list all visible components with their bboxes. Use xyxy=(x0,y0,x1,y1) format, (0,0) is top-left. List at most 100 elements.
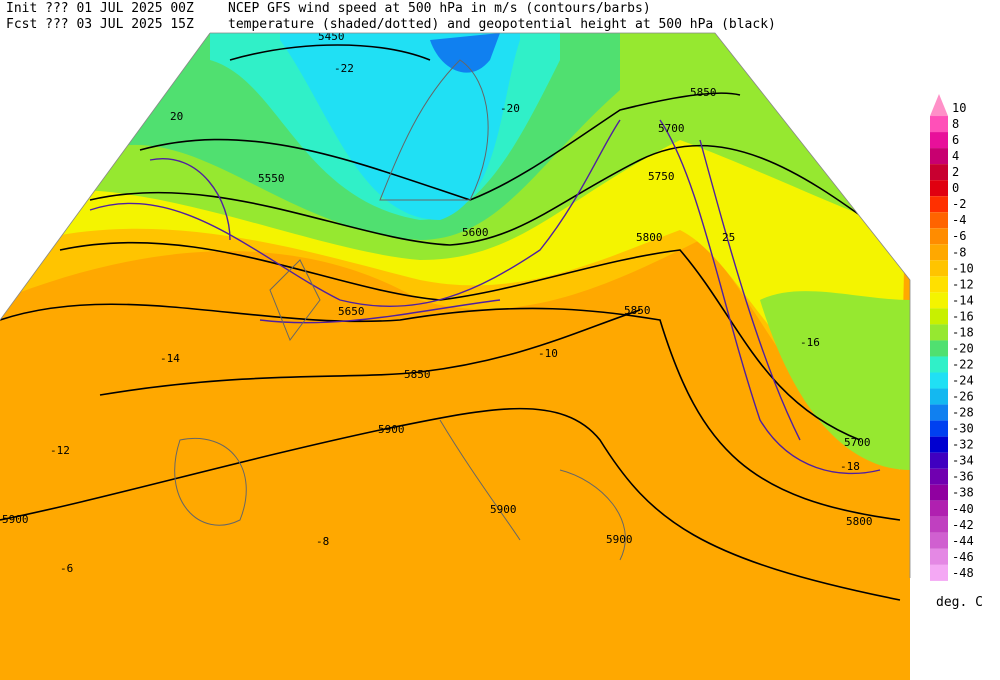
colorbar-label: -46 xyxy=(952,550,974,564)
map-label: 5700 xyxy=(658,122,685,135)
contour-labels: 5450 -22 5850 5700 5750 5800 5850 5900 5… xyxy=(2,30,873,575)
map-label: 5450 xyxy=(318,30,345,43)
coastlines xyxy=(174,59,626,561)
colorbar-label: -18 xyxy=(952,325,974,339)
map-label: 5850 xyxy=(404,368,431,381)
map-label: 5700 xyxy=(844,436,871,449)
colorbar-swatch xyxy=(930,372,948,389)
map-label: -10 xyxy=(538,347,558,360)
colorbar-label: -28 xyxy=(952,406,974,420)
map-label: -16 xyxy=(800,336,820,349)
colorbar-swatch xyxy=(930,500,948,517)
colorbar-swatch xyxy=(930,532,948,549)
colorbar-label: -24 xyxy=(952,374,974,388)
region-fill xyxy=(430,33,500,73)
height-contours xyxy=(0,44,901,601)
map-label: 5850 xyxy=(690,86,717,99)
colorbar-swatch xyxy=(930,308,948,325)
map-label: 5550 xyxy=(258,172,285,185)
colorbar-label: 10 xyxy=(952,101,966,115)
colorbar-label: -2 xyxy=(952,197,966,211)
colorbar-swatch xyxy=(930,340,948,357)
colorbar-label: -4 xyxy=(952,213,966,227)
map-label: 5900 xyxy=(378,423,405,436)
colorbar-swatch xyxy=(930,436,948,453)
wind-contours xyxy=(89,119,881,475)
title: NCEP GFS wind speed at 500 hPa in m/s (c… xyxy=(228,1,651,16)
colorbar-label: -16 xyxy=(952,309,974,323)
colorbar-swatch xyxy=(930,164,948,181)
colorbar-swatch xyxy=(930,132,948,149)
colorbar-label: 6 xyxy=(952,133,959,147)
colorbar-swatch xyxy=(930,468,948,485)
map-label: -18 xyxy=(840,460,860,473)
colorbar-label: -8 xyxy=(952,245,966,259)
map-label: 5900 xyxy=(606,533,633,546)
colorbar-label: -6 xyxy=(952,229,966,243)
fcst-text: Fcst ??? 03 JUL 2025 15Z xyxy=(6,17,194,32)
colorbar-swatch xyxy=(930,324,948,341)
map-label: -6 xyxy=(60,562,73,575)
colorbar-swatch xyxy=(930,452,948,469)
colorbar-label: -12 xyxy=(952,277,974,291)
colorbar-unit: deg. C xyxy=(936,595,983,610)
map-label: 5850 xyxy=(624,304,651,317)
colorbar-label: -22 xyxy=(952,357,974,371)
colorbar-label: -10 xyxy=(952,261,974,275)
colorbar-swatch xyxy=(930,292,948,309)
colorbar-label: -44 xyxy=(952,534,974,548)
colorbar-swatch xyxy=(930,564,948,581)
colorbar: 10 8 6 4 2 0 -2 -4 -6 -8 -10 -12 -14 -16 -18 -20 -22 -24 -… xyxy=(930,94,974,581)
colorbar-swatch xyxy=(930,356,948,373)
colorbar-swatch xyxy=(930,420,948,437)
colorbar-arrow xyxy=(930,94,948,116)
map-label: -8 xyxy=(316,535,329,548)
colorbar-label: -30 xyxy=(952,422,974,436)
map-label: 5800 xyxy=(846,515,873,528)
map-label: 5650 xyxy=(338,305,365,318)
map-label: 20 xyxy=(170,110,183,123)
colorbar-label: 2 xyxy=(952,165,959,179)
map-label: 5750 xyxy=(648,170,675,183)
map-border xyxy=(0,32,911,578)
colorbar-label: -48 xyxy=(952,566,974,580)
colorbar-swatch xyxy=(930,244,948,261)
colorbar-swatch xyxy=(930,516,948,533)
colorbar-label: -34 xyxy=(952,454,974,468)
map-label: 5600 xyxy=(462,226,489,239)
colorbar-label: 4 xyxy=(952,149,959,163)
colorbar-swatch xyxy=(930,116,948,133)
map-label: -22 xyxy=(334,62,354,75)
colorbar-label: 0 xyxy=(952,181,959,195)
colorbar-label: -36 xyxy=(952,470,974,484)
colorbar-swatch xyxy=(930,180,948,197)
colorbar-swatch xyxy=(930,228,948,245)
map-label: 5900 xyxy=(2,513,29,526)
map-label: 25 xyxy=(722,231,735,244)
subtitle: temperature (shaded/dotted) and geopoten… xyxy=(228,17,776,32)
map-label: 5900 xyxy=(490,503,517,516)
colorbar-label: -38 xyxy=(952,486,974,500)
region-fill xyxy=(760,291,910,470)
colorbar-label: -32 xyxy=(952,438,974,452)
map-label: 5800 xyxy=(636,231,663,244)
colorbar-swatch xyxy=(930,196,948,213)
colorbar-swatch xyxy=(930,484,948,501)
colorbar-label: -26 xyxy=(952,390,974,404)
init-text: Init ??? 01 JUL 2025 00Z xyxy=(6,1,194,16)
colorbar-label: -42 xyxy=(952,518,974,532)
colorbar-swatch xyxy=(930,148,948,165)
map-label: -20 xyxy=(500,102,520,115)
colorbar-swatch xyxy=(930,276,948,293)
colorbar-swatch xyxy=(930,388,948,405)
colorbar-swatch xyxy=(930,212,948,229)
colorbar-label: -40 xyxy=(952,502,974,516)
colorbar-label: -20 xyxy=(952,341,974,355)
colorbar-swatch xyxy=(930,260,948,277)
map-label: -14 xyxy=(160,352,180,365)
colorbar-label: 8 xyxy=(952,117,959,131)
colorbar-label: -14 xyxy=(952,293,974,307)
